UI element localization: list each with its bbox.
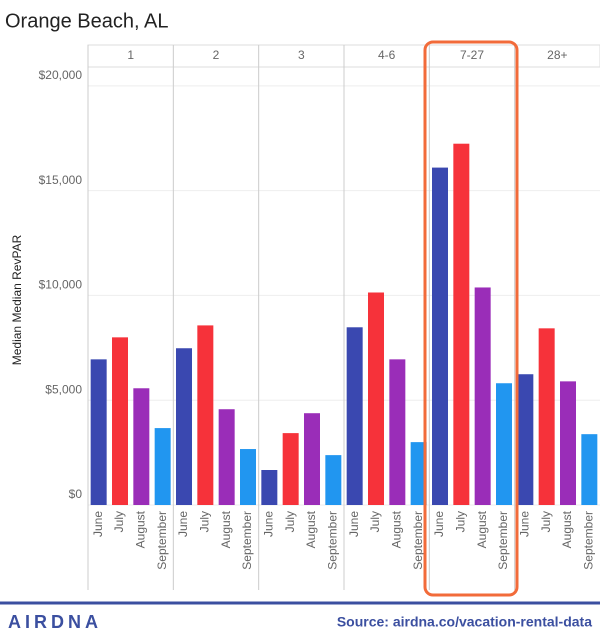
bar (410, 442, 427, 505)
bar (261, 470, 278, 505)
y-tick-label: $20,000 (39, 68, 83, 82)
y-tick-label: $10,000 (39, 278, 83, 292)
y-tick-label: $15,000 (39, 173, 83, 187)
x-tick-label: September (240, 511, 254, 570)
bar (282, 433, 299, 505)
bar (517, 374, 534, 505)
x-tick-label: July (539, 511, 553, 532)
x-tick-label: August (560, 510, 574, 548)
x-tick-label: September (411, 511, 425, 570)
bar (560, 381, 576, 505)
x-tick-label: August (304, 510, 318, 548)
logo: AIRDNA (8, 612, 102, 632)
bar (432, 167, 448, 505)
bar (368, 292, 384, 505)
x-tick-label: July (454, 511, 468, 532)
bar (197, 325, 214, 505)
x-tick-label: July (112, 511, 126, 532)
x-tick-label: September (496, 511, 510, 570)
bar (538, 328, 555, 505)
bar (176, 348, 192, 505)
x-tick-label: August (219, 510, 233, 548)
bar (304, 413, 320, 505)
x-tick-label: June (176, 511, 190, 537)
highlight-box (423, 40, 519, 597)
facet-label: 1 (127, 48, 134, 62)
x-tick-label: June (432, 511, 446, 537)
bar (240, 449, 256, 505)
x-tick-label: June (518, 511, 532, 537)
facet-label: 2 (213, 48, 220, 62)
bar (453, 143, 470, 505)
x-tick-label: September (582, 511, 596, 570)
facet-label: 3 (298, 48, 305, 62)
bar (90, 359, 107, 505)
y-tick-label: $0 (69, 487, 83, 501)
bar (346, 327, 363, 505)
bar (496, 383, 512, 505)
y-tick-label: $5,000 (45, 382, 82, 396)
x-tick-label: July (283, 511, 297, 532)
facet-label: 7-27 (460, 48, 484, 62)
source: Source: airdna.co/vacation-rental-data (337, 614, 592, 630)
x-tick-label: July (198, 511, 212, 532)
bar (325, 455, 342, 505)
x-tick-label: September (155, 511, 169, 570)
x-tick-label: August (134, 510, 148, 548)
bar (474, 287, 491, 505)
x-tick-label: June (347, 511, 361, 537)
x-tick-label: September (326, 511, 340, 570)
chart-title: Orange Beach, AL (5, 10, 168, 32)
bar (389, 359, 406, 505)
bar (133, 388, 150, 505)
x-tick-label: June (91, 511, 105, 537)
x-tick-label: August (390, 510, 404, 548)
x-tick-label: August (475, 510, 489, 548)
bar (581, 434, 598, 505)
bar (218, 409, 235, 505)
x-tick-label: July (368, 511, 382, 532)
y-axis-label: Median Median RevPAR (10, 234, 24, 365)
facet-label: 28+ (547, 48, 567, 62)
bar (112, 337, 128, 505)
facet-label: 4-6 (378, 48, 396, 62)
bar (154, 428, 171, 505)
x-tick-label: June (262, 511, 276, 537)
